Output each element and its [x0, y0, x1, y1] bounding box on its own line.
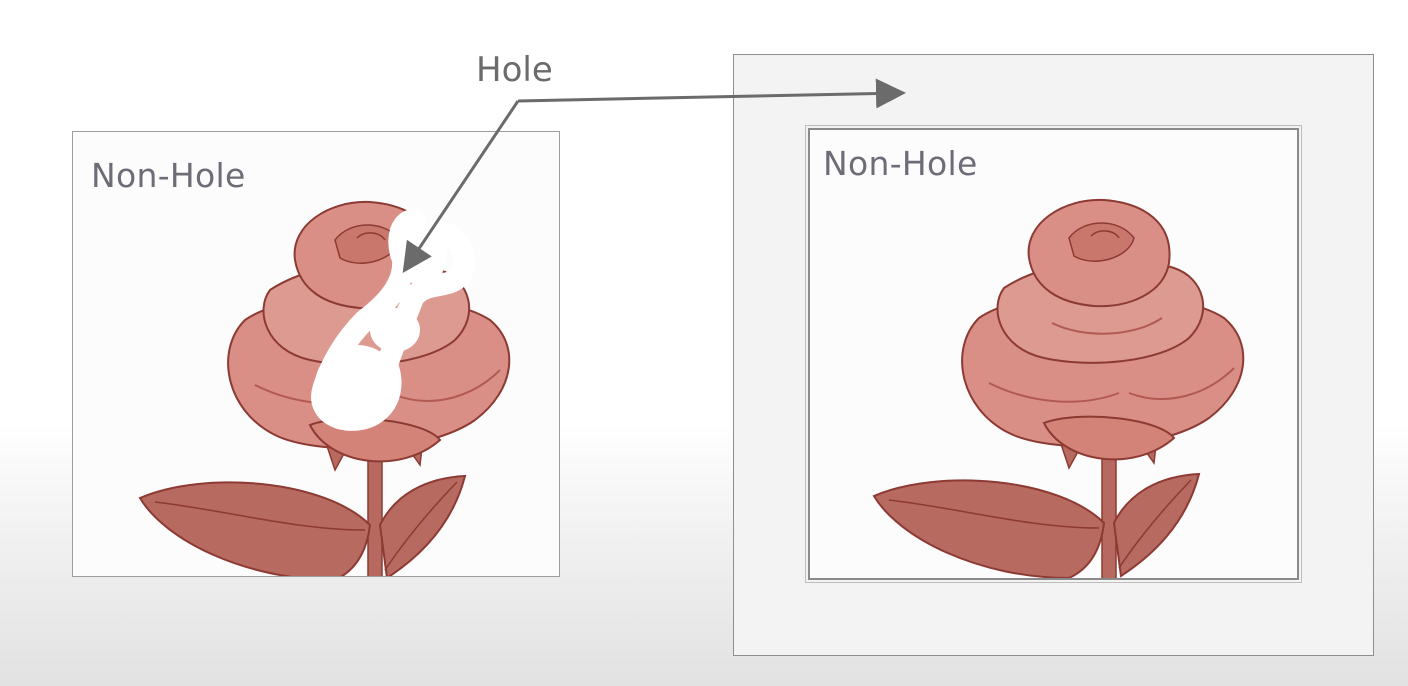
left-panel-label: Non-Hole	[91, 156, 246, 195]
right-panel-label: Non-Hole	[823, 144, 978, 183]
rose-illustration	[872, 198, 1245, 578]
right-image-panel: Non-Hole	[805, 125, 1302, 583]
rose-leaf-left	[872, 479, 1106, 578]
rose-leaf-right	[378, 474, 467, 576]
rose-complete-image	[872, 198, 1245, 578]
left-image-panel: Non-Hole	[72, 131, 560, 577]
rose-leaf-right	[1112, 472, 1201, 578]
rose-with-hole-image	[138, 200, 511, 576]
rose-leaf-left	[138, 481, 372, 576]
hole-callout-label: Hole	[476, 50, 553, 90]
